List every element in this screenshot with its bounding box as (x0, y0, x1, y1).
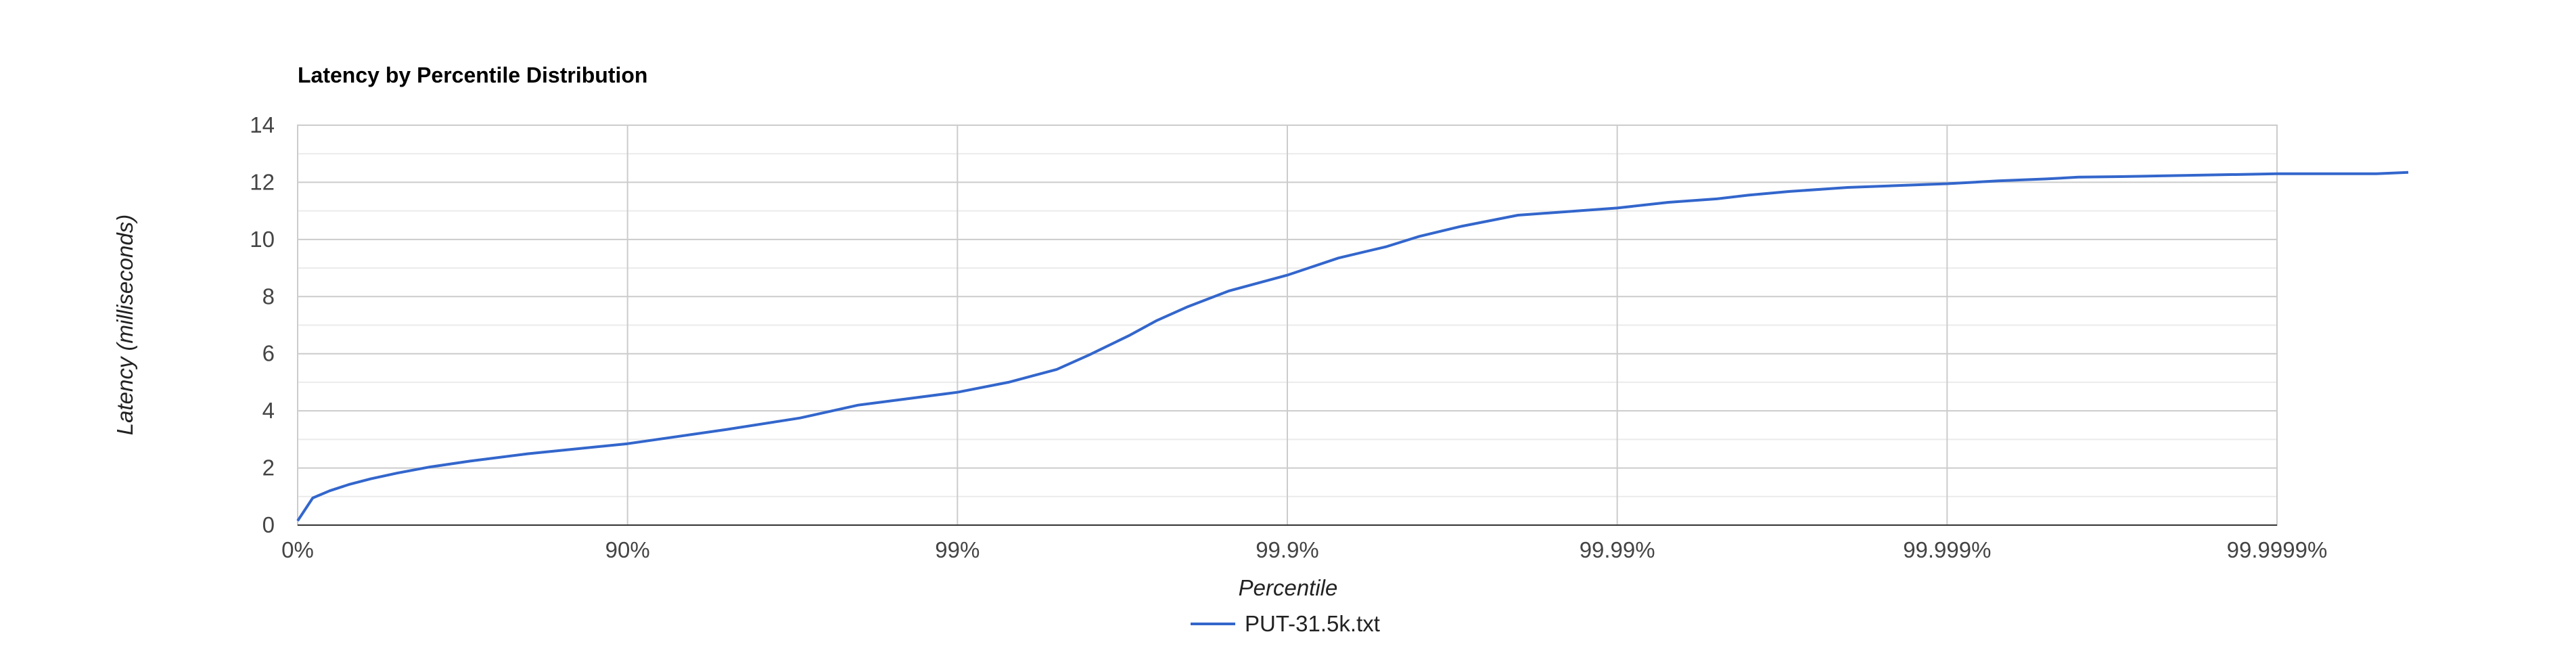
x-tick-label: 90% (605, 537, 650, 562)
y-tick-label: 14 (250, 112, 275, 137)
vertical-gridlines (626, 125, 1948, 525)
x-tick-labels: 0% 90% 99% 99.9% 99.99% 99.999% 99.9999% (281, 537, 2327, 562)
y-tick-label: 10 (250, 227, 275, 252)
x-tick-label: 99.999% (1903, 537, 1991, 562)
y-tick-label: 4 (262, 398, 275, 423)
x-tick-label: 99.9999% (2227, 537, 2328, 562)
series-line-put-31-5k (296, 171, 2409, 522)
x-tick-label: 99.99% (1580, 537, 1655, 562)
y-tick-label: 12 (250, 169, 275, 194)
chart-title: Latency by Percentile Distribution (298, 63, 647, 87)
x-tick-label: 0% (281, 537, 314, 562)
legend[interactable]: PUT-31.5k.txt (1191, 611, 1380, 636)
y-tick-label: 2 (262, 455, 275, 480)
y-tick-label: 0 (262, 512, 275, 537)
y-axis-label: Latency (milliseconds) (112, 215, 137, 435)
y-tick-label: 8 (262, 284, 275, 309)
y-tick-label: 6 (262, 341, 275, 366)
x-tick-label: 99.9% (1256, 537, 1319, 562)
legend-label: PUT-31.5k.txt (1245, 611, 1380, 636)
x-axis-label: Percentile (1239, 575, 1338, 600)
y-tick-labels: 0 2 4 6 8 10 12 14 (250, 112, 275, 537)
x-tick-label: 99% (935, 537, 980, 562)
